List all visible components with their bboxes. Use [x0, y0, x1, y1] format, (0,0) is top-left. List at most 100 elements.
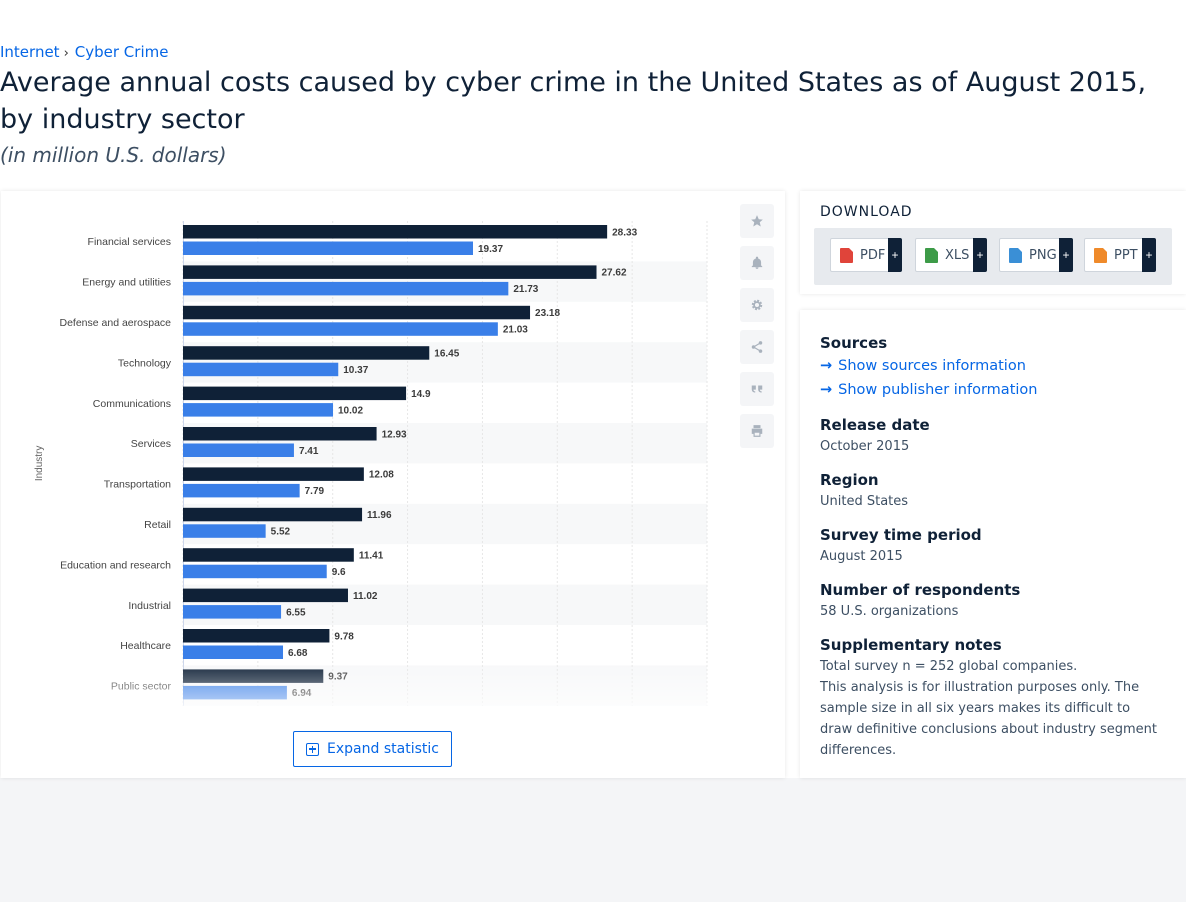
data-label: 6.68	[288, 648, 308, 659]
data-label: 11.41	[359, 550, 384, 561]
category-label: Industrial	[128, 600, 171, 612]
download-png-plus[interactable]: +	[1059, 238, 1073, 272]
bar	[183, 386, 407, 401]
data-label: 9.6	[332, 567, 346, 578]
png-file-icon	[1009, 247, 1022, 263]
expand-statistic-button[interactable]: Expand statistic	[293, 731, 452, 767]
data-label: 14.9	[411, 389, 431, 400]
print-icon	[751, 425, 763, 437]
breadcrumb: Internet › Cyber Crime	[0, 43, 168, 61]
expand-statistic-label: Expand statistic	[327, 741, 439, 757]
data-label: 5.52	[271, 527, 291, 538]
breadcrumb-item-internet[interactable]: Internet	[0, 43, 60, 61]
bar	[183, 265, 597, 279]
gear-icon	[751, 299, 763, 311]
data-label: 7.79	[305, 486, 325, 497]
print-button[interactable]	[740, 414, 774, 448]
share-icon	[751, 341, 763, 353]
data-label: 16.45	[434, 348, 459, 359]
download-ppt-button[interactable]: PPT +	[1084, 238, 1156, 272]
download-ppt-plus[interactable]: +	[1142, 238, 1156, 272]
data-label: 9.37	[328, 672, 348, 683]
bar	[183, 645, 284, 659]
arrow-right-icon: →	[820, 382, 833, 398]
supplementary-notes-line2: This analysis is for illustration purpos…	[820, 680, 1158, 758]
bell-icon	[751, 256, 763, 269]
star-icon	[751, 215, 763, 227]
bar	[183, 548, 354, 562]
respondents-heading: Number of respondents	[820, 581, 1021, 599]
survey-period-heading: Survey time period	[820, 526, 982, 544]
breadcrumb-item-cyber-crime[interactable]: Cyber Crime	[74, 43, 169, 61]
release-date-value: October 2015	[820, 439, 910, 454]
bar	[183, 322, 498, 336]
cite-button[interactable]	[740, 372, 774, 406]
breadcrumb-separator: ›	[63, 46, 69, 61]
data-label: 12.08	[369, 470, 394, 481]
data-label: 11.02	[353, 591, 378, 602]
category-label: Retail	[144, 519, 171, 531]
data-label: 12.93	[382, 429, 407, 440]
category-label: Communications	[93, 398, 171, 410]
release-date-heading: Release date	[820, 416, 930, 434]
download-ppt-label: PPT	[1114, 247, 1138, 263]
download-card: DOWNLOAD PDF + XLS + PNG + PPT +	[800, 191, 1186, 294]
bar	[183, 524, 266, 538]
data-label: 21.03	[503, 325, 528, 336]
bar	[183, 241, 473, 255]
download-xls-plus[interactable]: +	[973, 238, 987, 272]
bar	[183, 403, 334, 417]
bar	[183, 346, 430, 360]
notification-button[interactable]	[740, 246, 774, 280]
data-label: 7.41	[299, 446, 319, 457]
category-label: Education and research	[60, 559, 171, 571]
statistic-info-card: Sources → Show sources information → Show …	[800, 310, 1186, 778]
download-pdf-label: PDF	[860, 247, 886, 263]
show-publisher-link[interactable]: → Show publisher information	[820, 382, 1037, 398]
category-label: Healthcare	[120, 640, 171, 652]
data-label: 10.02	[338, 405, 363, 416]
chart-card: Industry Financial services 28.33 19.37 Ener…	[1, 191, 785, 778]
download-title: DOWNLOAD	[820, 204, 913, 220]
download-xls-button[interactable]: XLS +	[915, 238, 987, 272]
show-sources-link[interactable]: → Show sources information	[820, 358, 1026, 374]
category-label: Energy and utilities	[82, 277, 171, 289]
settings-button[interactable]	[740, 288, 774, 322]
bar	[183, 305, 531, 320]
download-png-button[interactable]: PNG +	[999, 238, 1073, 272]
data-label: 11.96	[367, 510, 392, 521]
bar	[183, 467, 364, 481]
bar	[183, 669, 324, 683]
share-button[interactable]	[740, 330, 774, 364]
category-label: Technology	[118, 357, 172, 369]
category-label: Public sector	[111, 681, 172, 693]
data-label: 21.73	[513, 284, 538, 295]
category-label: Defense and aerospace	[60, 317, 172, 329]
respondents-value: 58 U.S. organizations	[820, 604, 959, 619]
bar	[183, 588, 348, 603]
survey-period-value: August 2015	[820, 549, 903, 564]
region-value: United States	[820, 494, 909, 509]
data-label: 27.62	[602, 268, 627, 279]
favorite-button[interactable]	[740, 204, 774, 238]
pdf-file-icon	[840, 247, 853, 263]
bar	[183, 507, 363, 522]
data-label: 28.33	[612, 227, 637, 238]
bar	[183, 225, 608, 239]
bar	[183, 362, 339, 377]
quote-icon	[751, 385, 763, 393]
page-subtitle: (in million U.S. dollars)	[0, 143, 227, 167]
bar	[183, 281, 509, 296]
download-pdf-button[interactable]: PDF +	[830, 238, 902, 272]
xls-file-icon	[925, 247, 938, 263]
bar	[183, 685, 287, 700]
bar-chart: Industry Financial services 28.33 19.37 Ener…	[34, 221, 708, 706]
bar	[183, 629, 330, 643]
data-label: 9.78	[334, 631, 354, 642]
category-label: Services	[131, 438, 171, 450]
download-pdf-plus[interactable]: +	[888, 238, 902, 272]
category-label: Transportation	[104, 479, 171, 491]
arrow-right-icon: →	[820, 358, 833, 374]
data-label: 19.37	[478, 244, 503, 255]
region-heading: Region	[820, 471, 879, 489]
